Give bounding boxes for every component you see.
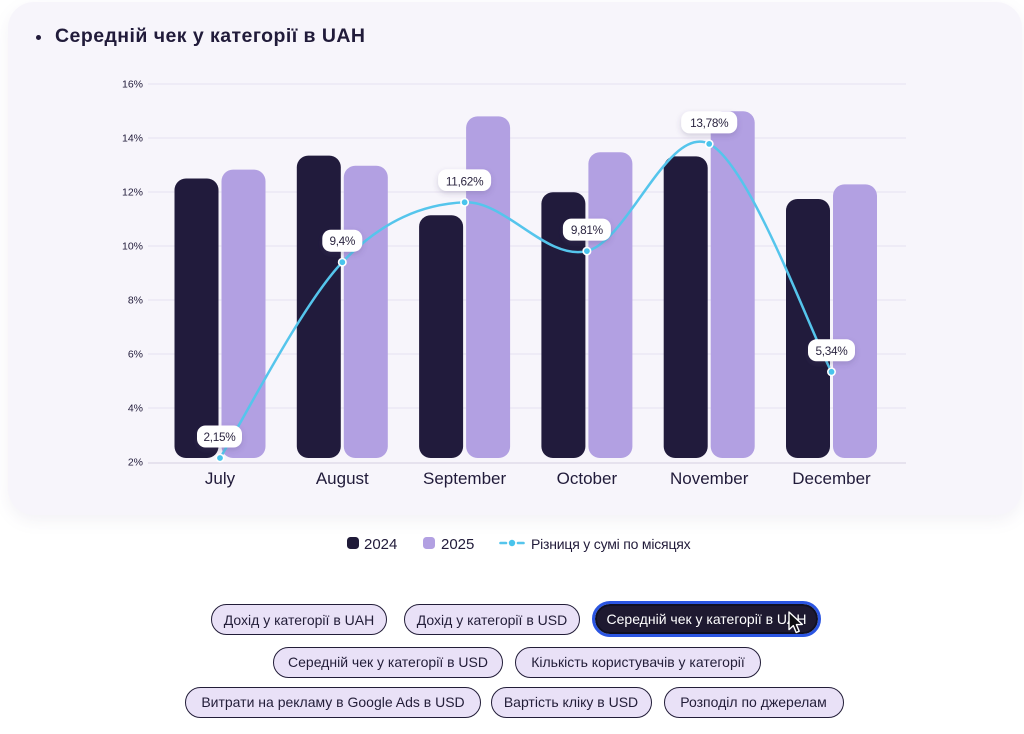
svg-text:16%: 16% (122, 79, 143, 91)
svg-text:11,62%: 11,62% (446, 174, 484, 188)
svg-text:9,81%: 9,81% (571, 223, 604, 237)
svg-text:September: September (423, 469, 506, 488)
svg-text:October: October (557, 469, 618, 488)
svg-text:6%: 6% (128, 349, 143, 361)
svg-text:5,34%: 5,34% (816, 344, 849, 358)
svg-text:13,78%: 13,78% (690, 116, 729, 130)
svg-text:14%: 14% (122, 133, 143, 145)
svg-text:December: December (792, 469, 871, 488)
svg-text:9,4%: 9,4% (329, 234, 355, 248)
svg-text:July: July (205, 469, 236, 488)
svg-text:10%: 10% (122, 241, 143, 253)
svg-text:2,15%: 2,15% (204, 430, 237, 444)
svg-text:4%: 4% (128, 403, 143, 415)
svg-text:August: August (316, 469, 369, 488)
svg-text:2%: 2% (128, 457, 143, 469)
svg-text:November: November (670, 469, 749, 488)
svg-text:8%: 8% (128, 295, 143, 307)
svg-text:12%: 12% (122, 187, 143, 199)
